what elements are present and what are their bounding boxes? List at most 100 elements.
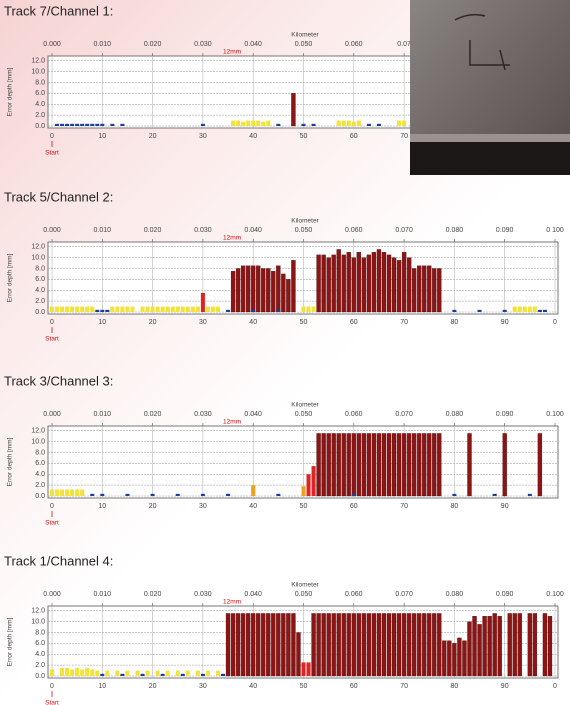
bar bbox=[528, 613, 532, 676]
bar bbox=[422, 613, 426, 676]
x2-tick-label: 0.010 bbox=[94, 227, 112, 234]
bar bbox=[402, 613, 406, 676]
x-tick-label: 20 bbox=[149, 319, 157, 326]
bar bbox=[246, 266, 250, 312]
bar bbox=[317, 433, 321, 496]
y-tick-label: 10.0 bbox=[31, 438, 45, 445]
bar bbox=[337, 613, 341, 676]
x2-tick-label: 0.030 bbox=[194, 41, 212, 48]
x-tick-label: 50 bbox=[300, 319, 308, 326]
bar bbox=[452, 643, 456, 676]
bar bbox=[417, 433, 421, 496]
bar bbox=[55, 489, 59, 496]
bar bbox=[543, 310, 547, 312]
bar bbox=[251, 613, 255, 676]
bar bbox=[110, 307, 114, 312]
x2-tick-label: 0.090 bbox=[496, 591, 514, 598]
bar bbox=[478, 310, 482, 312]
bar bbox=[412, 433, 416, 496]
bar bbox=[181, 674, 185, 676]
x2-axis-label: Kilometer bbox=[291, 218, 319, 225]
x2-tick-label: 0.030 bbox=[194, 227, 212, 234]
x-tick-label: 10 bbox=[98, 319, 106, 326]
photo-rail bbox=[410, 134, 570, 142]
y-tick-label: 2.0 bbox=[35, 112, 45, 119]
bar bbox=[377, 433, 381, 496]
y-tick-label: 10.0 bbox=[31, 68, 45, 75]
x-tick-label: 90 bbox=[501, 319, 509, 326]
x2-tick-label: 0.080 bbox=[446, 591, 464, 598]
x-tick-label: 40 bbox=[249, 503, 257, 510]
bar bbox=[382, 433, 386, 496]
bar bbox=[332, 255, 336, 312]
bar bbox=[90, 669, 94, 676]
bar bbox=[256, 266, 260, 312]
bar bbox=[402, 121, 406, 126]
bar bbox=[231, 271, 235, 312]
x2-tick-label: 0.090 bbox=[496, 411, 514, 418]
bar bbox=[80, 124, 84, 126]
y-tick-label: 12.0 bbox=[31, 428, 45, 435]
bar bbox=[231, 613, 235, 676]
bar bbox=[50, 307, 54, 312]
bar bbox=[191, 307, 195, 312]
bar bbox=[80, 669, 84, 676]
bar bbox=[226, 494, 230, 496]
bar bbox=[307, 474, 311, 496]
bar bbox=[151, 307, 155, 312]
bar bbox=[493, 613, 497, 676]
start-label: Start bbox=[45, 700, 59, 705]
bar bbox=[276, 310, 280, 312]
bar bbox=[266, 121, 270, 126]
bar bbox=[312, 613, 316, 676]
y-tick-label: 0.0 bbox=[35, 309, 45, 316]
y-axis-label: Error depth [mm] bbox=[7, 253, 14, 302]
bar bbox=[70, 124, 74, 126]
bar bbox=[483, 616, 487, 676]
bar bbox=[236, 268, 240, 312]
bar bbox=[166, 307, 170, 312]
bar bbox=[251, 266, 255, 312]
y-tick-label: 12.0 bbox=[31, 608, 45, 615]
bar bbox=[95, 310, 99, 312]
bar bbox=[357, 252, 361, 312]
bar bbox=[437, 268, 441, 312]
bar bbox=[407, 613, 411, 676]
bar bbox=[120, 674, 124, 676]
x2-tick-label: 0.060 bbox=[345, 41, 363, 48]
x2-axis-label: Kilometer bbox=[291, 582, 319, 589]
bar bbox=[357, 121, 361, 126]
page: {"chart_data": [ {"type": "bar", "title"… bbox=[0, 0, 570, 705]
bar bbox=[75, 307, 79, 312]
bar bbox=[125, 307, 129, 312]
x-tick-label: 60 bbox=[350, 683, 358, 690]
x2-tick-label: 0.000 bbox=[43, 227, 61, 234]
bar bbox=[427, 433, 431, 496]
y-tick-label: 8.0 bbox=[35, 265, 45, 272]
bar bbox=[367, 613, 371, 676]
x-tick-label: 0 bbox=[50, 683, 54, 690]
y-axis-label: Error depth [mm] bbox=[7, 437, 14, 486]
bar bbox=[312, 307, 316, 312]
bar bbox=[291, 93, 295, 126]
bar bbox=[362, 258, 366, 312]
bar bbox=[322, 255, 326, 312]
bar bbox=[100, 124, 104, 126]
bar bbox=[457, 638, 461, 676]
bar bbox=[130, 307, 134, 312]
bar bbox=[70, 489, 74, 496]
x-tick-label: 10 bbox=[98, 503, 106, 510]
bar bbox=[156, 307, 160, 312]
x2-tick-label: 0.040 bbox=[244, 227, 262, 234]
bar bbox=[382, 613, 386, 676]
bar bbox=[437, 613, 441, 676]
x2-tick-label: 0.030 bbox=[194, 591, 212, 598]
x2-tick-label: 0.080 bbox=[446, 411, 464, 418]
y-tick-label: 4.0 bbox=[35, 287, 45, 294]
bar bbox=[176, 307, 180, 312]
bar bbox=[347, 252, 351, 312]
bar bbox=[422, 433, 426, 496]
bar bbox=[301, 662, 305, 676]
x2-tick-label: 0.050 bbox=[295, 41, 313, 48]
bar bbox=[543, 613, 547, 676]
